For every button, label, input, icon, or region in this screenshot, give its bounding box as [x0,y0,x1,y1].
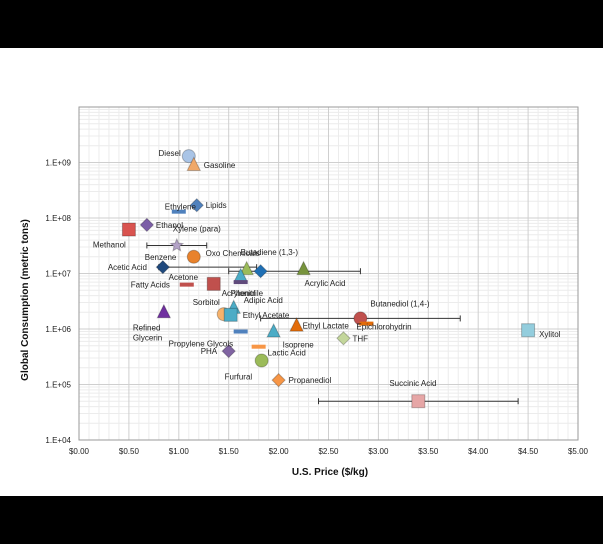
point-refined-glycerin [156,303,172,319]
point-label-epichlorohydrin: Epichlorohydrin [356,323,411,332]
point-acrylonitrile [206,276,221,291]
point-acrylic-acid [296,260,311,276]
point-label-furfural: Furfural [225,373,253,382]
scatter-chart: 1.E+04 1.E+05 1.E+06 1.E+07 1.E+08 1.E+09 $0.… [20,106,589,478]
point-label-diesel: Diesel [159,149,181,158]
point-ethyl-lactate [289,317,304,332]
point-succinic-acid [411,394,426,409]
point-phenol [233,280,248,285]
point-label-gasoline: Gasoline [204,161,236,170]
point-labels: Diesel Gasoline Lipids Ethylene Ethanol Metha… [93,149,561,388]
point-ethylene [171,209,186,214]
point-furfural [254,353,269,368]
point-acetic-acid [155,259,171,275]
point-xylitol [521,323,536,338]
x-tick-label: $4.00 [468,447,489,456]
point-label-xylitol: Xylitol [539,330,561,339]
x-tick-label: $3.00 [368,447,389,456]
x-tick-label: $0.00 [69,447,90,456]
y-axis-title: Global Consumption (metric tons) [20,219,31,381]
point-label-acrylic-acid: Acrylic Acid [305,279,346,288]
y-tick-label: 1.E+09 [45,159,71,168]
point-xylene-para [169,237,185,252]
point-label-pha: PHA [201,347,218,356]
point-label-butanediol-1-4: Butanediol (1,4-) [370,299,429,308]
y-tick-label: 1.E+06 [45,325,71,334]
x-tick-label: $2.00 [269,447,290,456]
point-label-lactic-acid: Lactic Acid [268,349,306,358]
point-label-fatty-acids: Fatty Acids [131,281,170,290]
point-label-ethanol: Ethanol [156,221,183,230]
point-epichlorohydrin [359,321,374,326]
point-label-propanediol: Propanediol [289,376,332,385]
point-lipids [189,198,204,213]
y-tick-label: 1.E+05 [45,381,71,390]
point-oxo-chemicals [239,260,254,276]
point-label-acrylonitrile: Acrylonitrile [222,289,264,298]
point-butadiene-1-3 [253,263,268,279]
point-label-oxo-chemicals: Oxo Chemicals [206,249,260,258]
point-diesel [181,149,196,164]
y-axis-ticks: 1.E+04 1.E+05 1.E+06 1.E+07 1.E+08 1.E+09 [45,159,71,446]
major-gridlines [78,106,579,441]
x-tick-label: $4.50 [518,447,539,456]
point-label-sorbitol: Sorbitol [193,298,220,307]
x-tick-label: $3.50 [418,447,439,456]
point-methanol [121,222,136,237]
x-tick-label: $1.00 [169,447,190,456]
point-label-isoprene: Isoprene [283,341,315,350]
point-label-acetone: Acetone [169,273,199,282]
point-label-lipids: Lipids [206,201,227,210]
y-tick-label: 1.E+04 [45,436,71,445]
point-ethyl-acetate [223,307,238,322]
x-axis-title: U.S. Price ($/kg) [292,467,368,478]
point-label-thf: THF [352,334,368,343]
point-label-succinic-acid: Succinic Acid [389,379,436,388]
point-label-propylene-glycols: Propylene Glycols [169,340,233,349]
x-tick-label: $1.50 [219,447,240,456]
plot-area-border [78,106,579,441]
point-label-butadiene-1-3: Butadiene (1,3-) [241,248,299,257]
point-label-xylene-para: Xylene (para) [173,224,221,233]
x-tick-label: $5.00 [568,447,589,456]
point-label-refined-glycerin: Refined Glycerin [133,323,162,342]
point-propanediol [271,372,286,388]
x-tick-label: $0.50 [119,447,140,456]
point-benzene [186,249,201,264]
point-label-benzene: Benzene [145,253,177,262]
point-ethanol [139,217,155,233]
point-thf [336,331,351,346]
point-label-adipic-acid: Adipic Acid [244,296,283,305]
point-isoprene [266,322,281,338]
point-label-acetic-acid: Acetic Acid [108,263,147,272]
chart-frame: 1.E+04 1.E+05 1.E+06 1.E+07 1.E+08 1.E+09 $0.… [0,48,603,496]
x-axis-ticks: $0.00 $0.50 $1.00 $1.50 $2.00 $2.50 $3.00 $3.50… [69,447,589,456]
point-propylene-glycols [233,329,248,334]
point-pha [221,343,236,359]
x-tick-label: $2.50 [318,447,339,456]
point-fatty-acids [179,282,194,287]
point-label-ethyl-lactate: Ethyl Lactate [303,322,350,331]
point-label-ethyl-acetate: Ethyl Acetate [243,311,290,320]
point-label-ethylene: Ethylene [165,203,197,212]
point-label-phenol: Phenol [231,289,256,298]
point-label-methanol: Methanol [93,241,126,250]
y-tick-label: 1.E+08 [45,214,71,223]
point-lactic-acid [251,344,266,349]
data-points [121,149,536,409]
point-gasoline [186,156,202,172]
y-tick-label: 1.E+07 [45,270,71,279]
